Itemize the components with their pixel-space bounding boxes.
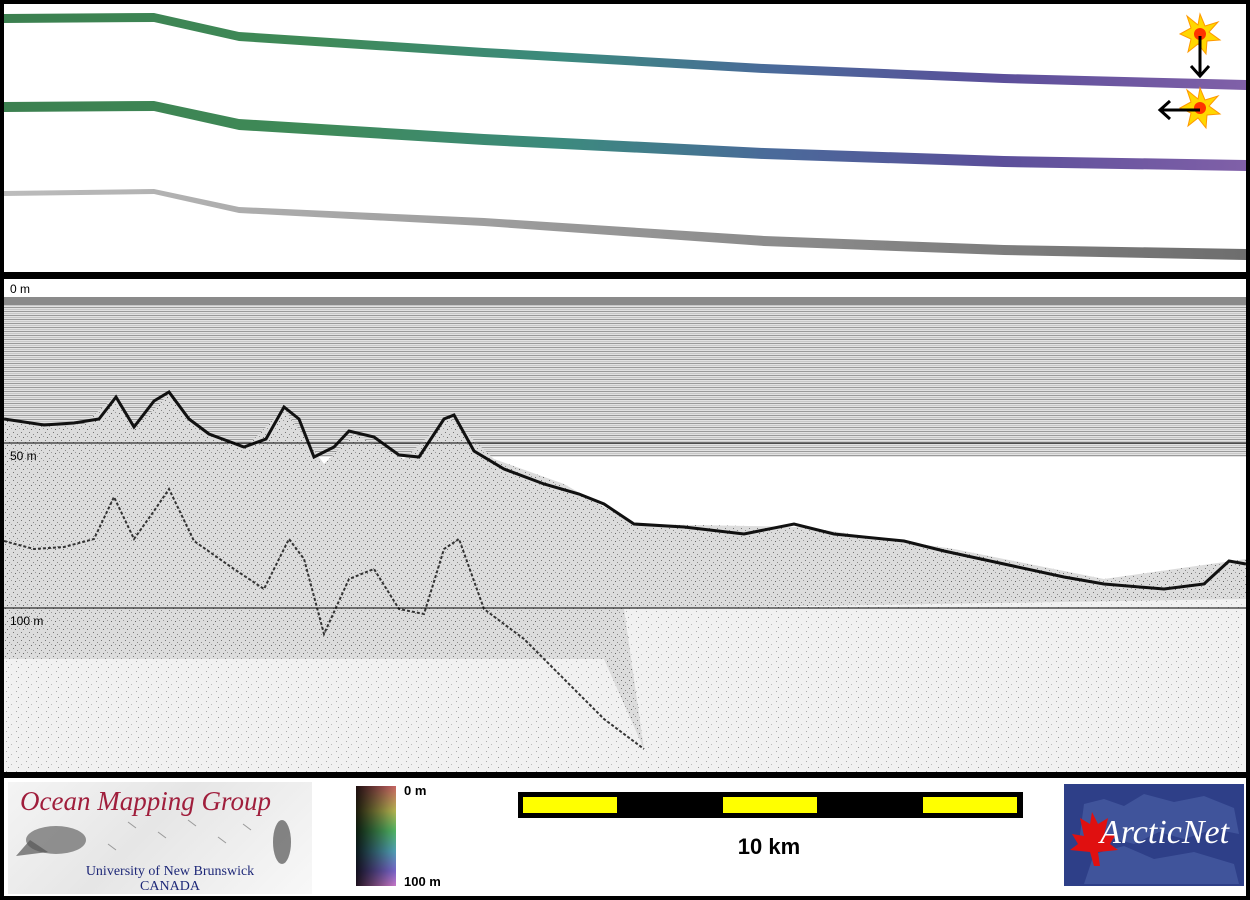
surface-band xyxy=(4,297,1246,305)
deep-sediment xyxy=(4,599,1246,772)
organization-subtitle-1: University of New Brunswick xyxy=(85,864,255,879)
sun-icon xyxy=(1178,86,1222,130)
multiple-reflector xyxy=(4,487,645,750)
depth-label-100: 100 m xyxy=(10,614,44,628)
bathymetry-strip-1 xyxy=(4,13,1246,90)
seafloor-reflector xyxy=(4,390,1246,591)
sonar-logo-graphic xyxy=(16,819,291,864)
sun-icon xyxy=(1178,12,1222,56)
subbottom-profile xyxy=(4,297,1246,772)
depth-label-0: 0 m xyxy=(10,282,31,296)
depth-label-50: 50 m xyxy=(10,449,37,463)
swath-map xyxy=(4,12,1246,260)
partner-name: ArcticNet xyxy=(1100,814,1230,851)
colorbar-top-label: 0 m xyxy=(404,783,427,798)
organization-title: Ocean Mapping Group xyxy=(20,786,271,816)
scale-bar xyxy=(518,792,1023,818)
legend-panel: Ocean Mapping Group University of New Br… xyxy=(4,778,1246,896)
scale-segment xyxy=(723,797,817,813)
colorbar-bottom-label: 100 m xyxy=(404,874,441,889)
arcticnet-logo: ArcticNet xyxy=(1064,784,1244,886)
maple-leaf-icon xyxy=(1070,794,1239,884)
scale-bar-label: 10 km xyxy=(737,834,801,859)
depth-colorbar xyxy=(356,786,396,886)
swath-map-panel xyxy=(4,4,1246,272)
water-column xyxy=(4,297,1246,457)
organization-subtitle-2: CANADA xyxy=(140,879,200,894)
arrow-left-icon xyxy=(1157,99,1200,121)
arrow-down-icon xyxy=(1189,36,1211,79)
scale-segment xyxy=(523,797,617,813)
backscatter-strip xyxy=(4,189,1246,260)
subbottom-profile-panel: 0 m 50 m 100 m xyxy=(4,279,1246,772)
bathymetry-strip-2 xyxy=(4,101,1246,171)
scale-segment xyxy=(923,797,1017,813)
ocean-mapping-group-logo: Ocean Mapping Group University of New Br… xyxy=(8,782,312,894)
